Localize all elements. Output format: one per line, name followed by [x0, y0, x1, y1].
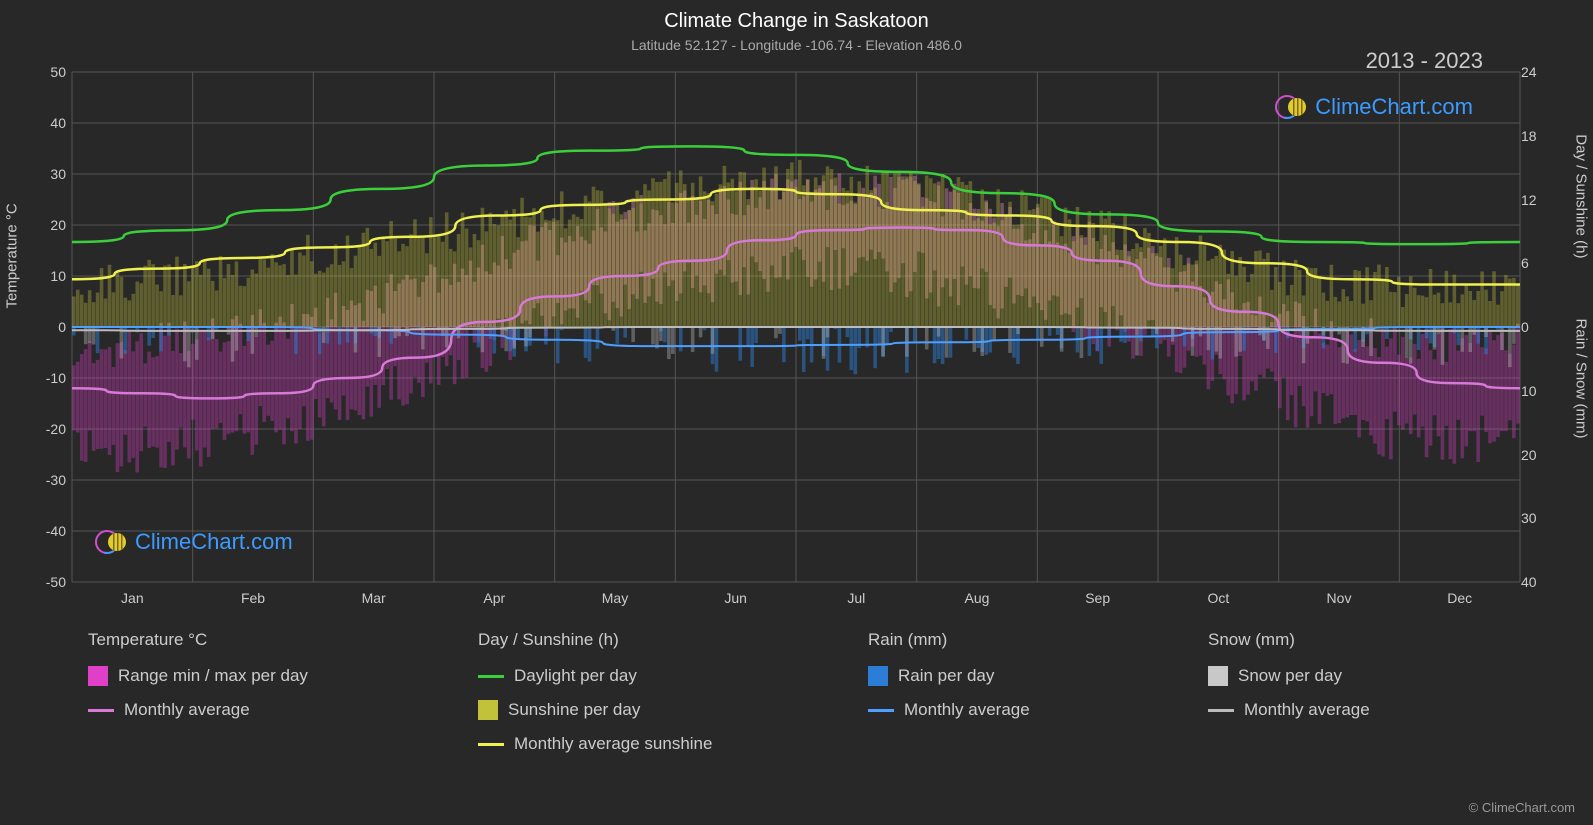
y-tick-left: 50 [40, 64, 66, 80]
legend-item: Sunshine per day [478, 700, 808, 720]
legend-label: Daylight per day [514, 666, 637, 686]
legend-group: Temperature °C Range min / max per day Mon… [88, 630, 418, 754]
y-tick-right: 40 [1521, 574, 1547, 590]
plot-svg [72, 72, 1520, 582]
y-tick-right: 0 [1521, 319, 1547, 335]
brand-name: ClimeChart.com [1315, 94, 1473, 120]
x-tick: Feb [241, 590, 265, 606]
legend-label: Monthly average [904, 700, 1030, 720]
legend-item: Monthly average sunshine [478, 734, 808, 754]
legend-line-icon [478, 743, 504, 746]
legend-item: Monthly average [868, 700, 1148, 720]
legend-item: Snow per day [1208, 666, 1468, 686]
y-tick-right: 6 [1521, 255, 1547, 271]
legend-header: Snow (mm) [1208, 630, 1468, 650]
legend-swatch-icon [1208, 666, 1228, 686]
y-tick-right: 12 [1521, 192, 1547, 208]
x-tick: Dec [1447, 590, 1472, 606]
legend-item: Daylight per day [478, 666, 808, 686]
y-tick-right: 10 [1521, 383, 1547, 399]
y-tick-left: 10 [40, 268, 66, 284]
chart-title: Climate Change in Saskatoon [0, 0, 1593, 33]
y-axis-left-label: Temperature °C [4, 203, 21, 308]
legend-label: Monthly average [1244, 700, 1370, 720]
copyright: © ClimeChart.com [1469, 800, 1575, 815]
legend-label: Range min / max per day [118, 666, 308, 686]
x-tick: Jul [847, 590, 865, 606]
climate-chart: Climate Change in Saskatoon Latitude 52.… [0, 0, 1593, 825]
legend-label: Monthly average sunshine [514, 734, 712, 754]
legend-label: Snow per day [1238, 666, 1342, 686]
plot-area [72, 72, 1520, 582]
y-tick-left: -30 [40, 472, 66, 488]
legend-group: Day / Sunshine (h) Daylight per day Sunshi… [478, 630, 808, 754]
y-tick-right: 30 [1521, 510, 1547, 526]
x-tick: May [602, 590, 628, 606]
legend-label: Sunshine per day [508, 700, 640, 720]
year-range: 2013 - 2023 [1366, 48, 1483, 74]
y-tick-left: 0 [40, 319, 66, 335]
y-tick-left: 20 [40, 217, 66, 233]
legend-item: Rain per day [868, 666, 1148, 686]
brand-logo-icon [95, 525, 129, 559]
y-tick-left: -20 [40, 421, 66, 437]
x-tick: Apr [483, 590, 505, 606]
legend-line-icon [88, 709, 114, 712]
legend-swatch-icon [868, 666, 888, 686]
legend: Temperature °C Range min / max per day Mon… [88, 630, 1468, 754]
y-axis-right-top-label: Day / Sunshine (h) [1573, 134, 1590, 258]
legend-header: Temperature °C [88, 630, 418, 650]
legend-line-icon [868, 709, 894, 712]
x-tick: Mar [362, 590, 386, 606]
y-tick-left: -10 [40, 370, 66, 386]
watermark-bottom: ClimeChart.com [95, 525, 293, 559]
y-tick-left: 30 [40, 166, 66, 182]
legend-group: Snow (mm) Snow per day Monthly average [1208, 630, 1468, 754]
chart-subtitle: Latitude 52.127 - Longitude -106.74 - El… [0, 37, 1593, 53]
y-tick-right: 24 [1521, 64, 1547, 80]
x-tick: Jun [724, 590, 747, 606]
x-tick: Oct [1207, 590, 1229, 606]
y-axis-right-bottom-label: Rain / Snow (mm) [1573, 318, 1590, 438]
brand-name: ClimeChart.com [135, 529, 293, 555]
x-tick: Sep [1085, 590, 1110, 606]
legend-swatch-icon [88, 666, 108, 686]
legend-header: Day / Sunshine (h) [478, 630, 808, 650]
x-tick: Jan [121, 590, 144, 606]
legend-label: Monthly average [124, 700, 250, 720]
y-tick-right: 18 [1521, 128, 1547, 144]
x-tick: Aug [965, 590, 990, 606]
y-tick-right: 20 [1521, 447, 1547, 463]
legend-label: Rain per day [898, 666, 994, 686]
legend-header: Rain (mm) [868, 630, 1148, 650]
y-tick-left: -40 [40, 523, 66, 539]
watermark-top: ClimeChart.com [1275, 90, 1473, 124]
legend-item: Monthly average [88, 700, 418, 720]
y-tick-left: -50 [40, 574, 66, 590]
x-tick: Nov [1327, 590, 1352, 606]
legend-group: Rain (mm) Rain per day Monthly average [868, 630, 1148, 754]
legend-item: Range min / max per day [88, 666, 418, 686]
legend-line-icon [1208, 709, 1234, 712]
legend-line-icon [478, 675, 504, 678]
legend-swatch-icon [478, 700, 498, 720]
brand-logo-icon [1275, 90, 1309, 124]
y-tick-left: 40 [40, 115, 66, 131]
legend-item: Monthly average [1208, 700, 1468, 720]
